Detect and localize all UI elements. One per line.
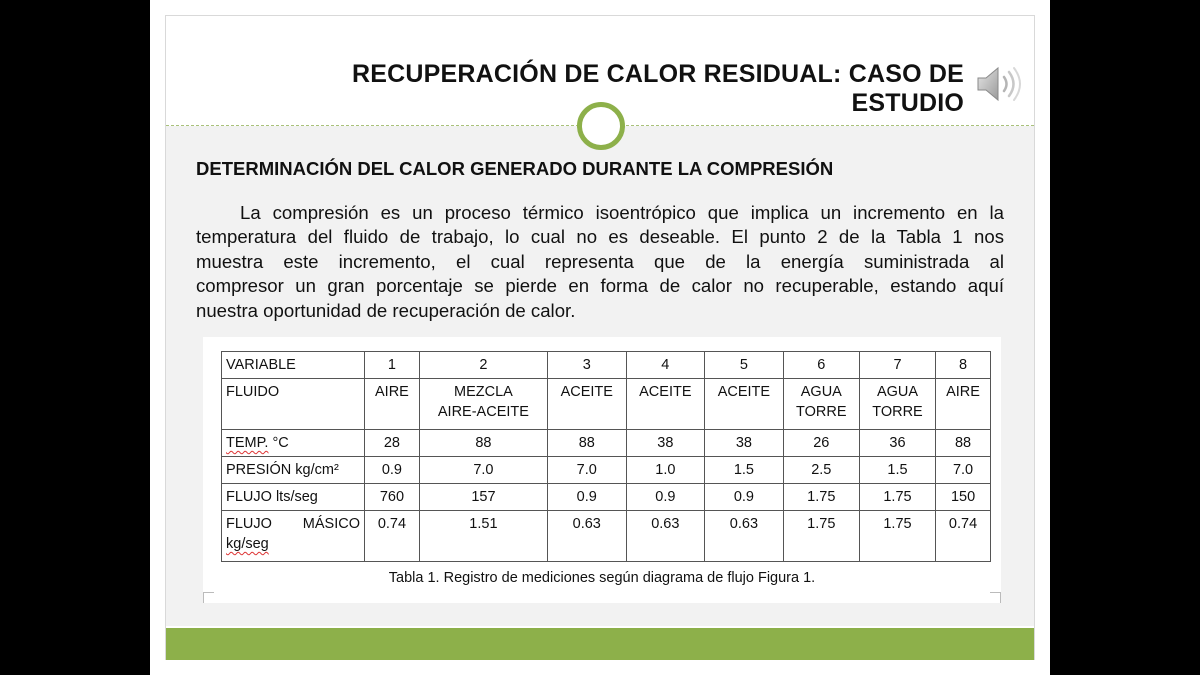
table-row: FLUJO MÁSICO kg/seg 0.74 1.51 0.63 0.63 0… [221, 510, 991, 562]
table-cell: ACEITE [704, 378, 784, 430]
table-header-cell: 7 [858, 351, 937, 379]
table-figure: VARIABLE 1 2 3 4 5 6 7 8 FLUIDO AIRE MEZ… [203, 337, 1001, 603]
table-cell: 7.0 [418, 456, 548, 484]
row-label-part: lts/seg [275, 489, 318, 505]
table-cell: AIRE [364, 378, 420, 430]
table-cell: 0.63 [546, 510, 627, 562]
row-label-part: FLUJO [226, 489, 276, 505]
table-cell: AGUA TORRE [858, 378, 937, 430]
cell-text: ACEITE [717, 384, 771, 400]
paragraph-line: temperatura del fluido de trabajo, lo cu… [196, 226, 1004, 248]
table-row: FLUJO lts/seg 760 157 0.9 0.9 0.9 1.75 1… [221, 483, 991, 511]
table-cell: AGUA TORRE [782, 378, 860, 430]
table-cell: 38 [704, 429, 784, 457]
row-label: FLUJO lts/seg [221, 483, 365, 511]
cell-text: AIRE [946, 384, 980, 400]
table-header-cell: 5 [704, 351, 784, 379]
table-cell: 0.9 [704, 483, 784, 511]
cell-text: AGUA [876, 384, 919, 400]
row-label-part: MÁSICO [302, 516, 360, 532]
table-cell: 28 [364, 429, 420, 457]
table-cell: 1.75 [858, 483, 937, 511]
table-cell: 1.75 [782, 510, 860, 562]
row-label-part: TEMP. [226, 435, 269, 451]
decorative-circle [577, 102, 625, 150]
table-caption: Tabla 1. Registro de mediciones según di… [388, 570, 816, 586]
table-header-cell: VARIABLE [221, 351, 365, 379]
paragraph-line: nuestra oportunidad de recuperación de c… [196, 299, 576, 321]
table-cell: 1.51 [418, 510, 548, 562]
crop-mark [203, 592, 214, 603]
table-row: PRESIÓN kg/cm² 0.9 7.0 7.0 1.0 1.5 2.5 1… [221, 456, 991, 484]
table-cell: 2.5 [782, 456, 860, 484]
cell-text: TORRE [796, 404, 847, 420]
paragraph-line: compresor un gran porcentaje se pierde e… [196, 275, 1004, 297]
row-label-part: PRESIÓN [226, 462, 296, 478]
table-row: TEMP. °C 28 88 88 38 38 26 36 88 [221, 429, 991, 457]
table-cell: 1.0 [625, 456, 706, 484]
table-cell: 0.74 [364, 510, 420, 562]
cell-text: ACEITE [639, 384, 692, 400]
table-cell: 1.75 [782, 483, 860, 511]
table-cell: 88 [546, 429, 627, 457]
table-cell: 760 [364, 483, 420, 511]
row-label: TEMP. °C [221, 429, 365, 457]
row-label-line: FLUJO MÁSICO [226, 514, 360, 534]
row-label: FLUIDO [221, 378, 365, 430]
table-cell: 36 [858, 429, 937, 457]
section-heading: DETERMINACIÓN DEL CALOR GENERADO DURANTE… [196, 158, 834, 179]
table-row: VARIABLE 1 2 3 4 5 6 7 8 [221, 351, 991, 379]
table-header-cell: 4 [625, 351, 706, 379]
table-cell: 0.9 [546, 483, 627, 511]
row-label-part: kg/seg [226, 536, 269, 552]
row-label-part: kg/cm² [295, 462, 339, 478]
table-header-cell: 6 [782, 351, 860, 379]
row-label-part: °C [268, 435, 289, 451]
table-cell: 0.63 [625, 510, 706, 562]
table-cell: 0.63 [704, 510, 784, 562]
table-header-cell: 1 [364, 351, 420, 379]
table-cell: 88 [418, 429, 548, 457]
body-paragraph: La compresión es un proceso térmico isoe… [196, 201, 1004, 323]
table-cell: 38 [625, 429, 706, 457]
table-cell: 0.74 [935, 510, 991, 562]
table-cell: 150 [935, 483, 991, 511]
table-cell: 0.9 [625, 483, 706, 511]
cell-text: AIRE [375, 384, 409, 400]
table-cell: ACEITE [546, 378, 627, 430]
cell-text: AGUA [800, 384, 842, 400]
measurements-table: VARIABLE 1 2 3 4 5 6 7 8 FLUIDO AIRE MEZ… [221, 351, 991, 562]
table-cell: MEZCLA AIRE-ACEITE [418, 378, 548, 430]
paragraph-line: muestra este incremento, el cual represe… [196, 250, 1004, 272]
row-label: PRESIÓN kg/cm² [221, 456, 365, 484]
table-cell: 7.0 [546, 456, 627, 484]
cell-text: TORRE [872, 404, 923, 420]
table-header-cell: 8 [935, 351, 991, 379]
table-cell: AIRE [935, 378, 991, 430]
slide-content: DETERMINACIÓN DEL CALOR GENERADO DURANTE… [166, 126, 1034, 626]
slide-title: RECUPERACIÓN DE CALOR RESIDUAL: CASO DE … [352, 60, 964, 117]
table-cell: 7.0 [935, 456, 991, 484]
paragraph-line: La compresión es un proceso térmico isoe… [240, 202, 1004, 223]
table-row: FLUIDO AIRE MEZCLA AIRE-ACEITE ACEITE ACE… [221, 378, 991, 430]
cell-text: ACEITE [560, 384, 613, 400]
table-header-cell: 2 [418, 351, 548, 379]
cell-text: AIRE-ACEITE [437, 404, 529, 420]
table-cell: 1.75 [858, 510, 937, 562]
crop-mark [990, 592, 1001, 603]
table-cell: 157 [418, 483, 548, 511]
row-label: FLUJO MÁSICO kg/seg [221, 510, 365, 562]
footer-bar [166, 628, 1034, 660]
table-cell: 26 [782, 429, 860, 457]
table-cell: 1.5 [858, 456, 937, 484]
row-label-part: FLUJO [226, 516, 272, 532]
table-cell: 0.9 [364, 456, 420, 484]
cell-text: MEZCLA [454, 384, 513, 400]
table-cell: ACEITE [625, 378, 706, 430]
speaker-icon[interactable] [974, 60, 1022, 108]
table-cell: 1.5 [704, 456, 784, 484]
table-cell: 88 [935, 429, 991, 457]
table-header-cell: 3 [546, 351, 627, 379]
